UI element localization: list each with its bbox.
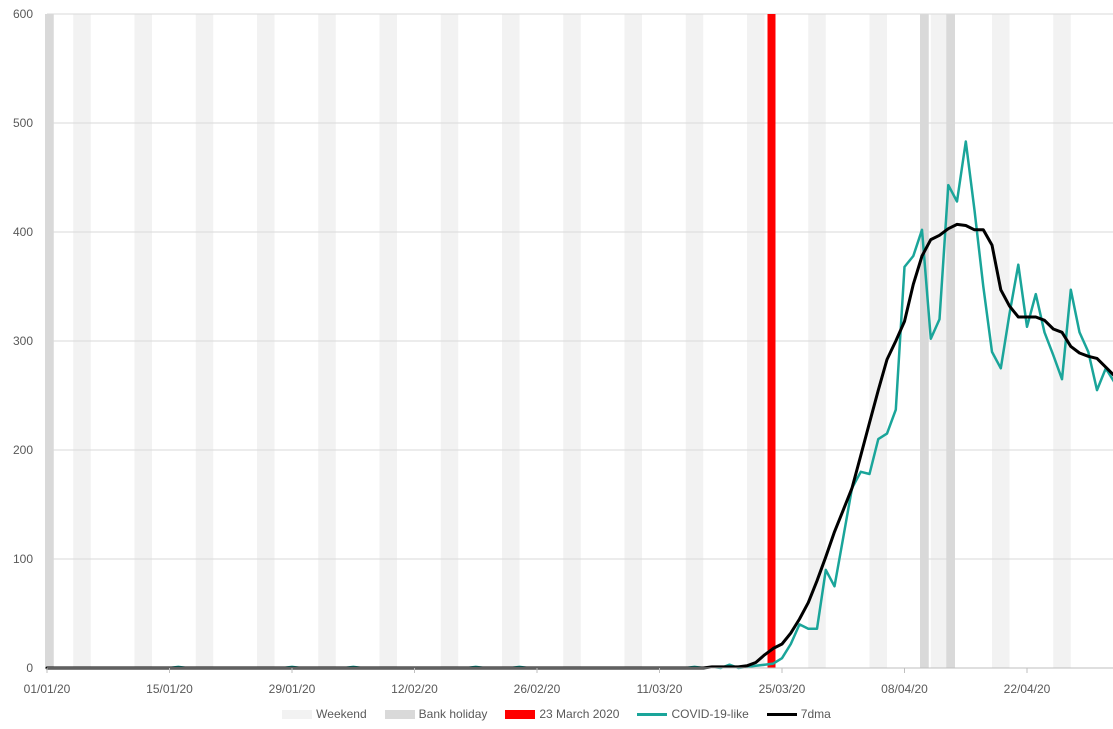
line-chart: 0 100 200 300 400 500 600 01/01/20 15/01/20 29/01… bbox=[13, 7, 1113, 696]
legend-swatch-weekend bbox=[282, 709, 313, 719]
y-tick-label: 500 bbox=[13, 116, 33, 130]
legend-swatch-covid bbox=[637, 712, 668, 716]
x-tick-label: 25/03/20 bbox=[759, 682, 806, 696]
marker-line-23-march bbox=[767, 14, 776, 668]
legend-item-weekend: Weekend bbox=[282, 707, 367, 721]
y-tick-label: 400 bbox=[13, 225, 33, 239]
legend-swatch-marker bbox=[505, 709, 536, 719]
legend-label-weekend: Weekend bbox=[316, 707, 367, 721]
legend-label-marker: 23 March 2020 bbox=[539, 707, 620, 721]
y-tick-label: 0 bbox=[26, 661, 33, 675]
x-tick-label: 12/02/20 bbox=[391, 682, 438, 696]
gridlines bbox=[47, 13, 1113, 560]
legend-item-covid: COVID-19-like bbox=[637, 707, 749, 721]
x-tick-label: 29/01/20 bbox=[269, 682, 316, 696]
y-tick-label: 600 bbox=[13, 7, 33, 21]
x-tick-label: 11/03/20 bbox=[637, 682, 683, 696]
legend-swatch-bank-holiday bbox=[384, 709, 415, 719]
x-tick-label: 08/04/20 bbox=[881, 682, 928, 696]
legend: Weekend Bank holiday 23 March 2020 COVID… bbox=[0, 707, 1113, 721]
x-tick-label: 15/01/20 bbox=[146, 682, 193, 696]
legend-label-bank-holiday: Bank holiday bbox=[418, 707, 488, 721]
y-tick-label: 100 bbox=[13, 552, 33, 566]
marker-layer bbox=[767, 14, 776, 668]
legend-swatch-7dma bbox=[766, 712, 797, 716]
x-tick-label: 01/01/20 bbox=[24, 682, 71, 696]
legend-item-marker: 23 March 2020 bbox=[505, 707, 619, 721]
legend-label-covid: COVID-19-like bbox=[671, 707, 749, 721]
legend-item-7dma: 7dma bbox=[766, 707, 831, 721]
x-tick-label: 26/02/20 bbox=[514, 682, 561, 696]
axes-layer: 0 100 200 300 400 500 600 01/01/20 15/01/20 29/01… bbox=[13, 7, 1113, 696]
y-tick-label: 200 bbox=[13, 443, 33, 457]
x-tick-label: 22/04/20 bbox=[1004, 682, 1051, 696]
legend-item-bank-holiday: Bank holiday bbox=[384, 707, 488, 721]
y-tick-label: 300 bbox=[13, 334, 33, 348]
legend-label-7dma: 7dma bbox=[800, 707, 831, 721]
